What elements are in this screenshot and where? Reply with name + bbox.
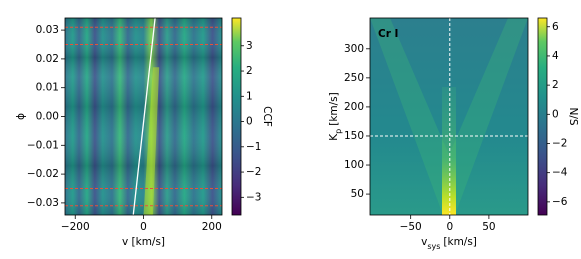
x-tick-label: 50 [482,221,495,233]
colorbar-tick-label: 6 [552,21,559,33]
colorbar-tick-label: 3 [246,40,253,52]
colorbar-tick-label: 0 [246,116,253,128]
label-part: [km/s] [328,92,340,126]
y-tick-label: 250 [344,72,364,84]
y-tick-label: 0.03 [36,24,59,36]
y-tick-label: −0.02 [27,168,59,180]
colorbar-tick-label: −3 [246,191,261,203]
colorbar-tick-label: −4 [552,167,568,179]
colorbar-tick-label: −2 [552,137,567,149]
y-tick-label: 150 [344,130,364,142]
colorbar-label: N/S [567,107,579,125]
colorbar-tick-label: 1 [246,90,253,102]
label-subscript: p [334,129,343,134]
colorbar [537,17,548,216]
colorbar-tick-label: 2 [246,65,253,77]
v-structure [370,18,528,215]
x-tick-label: −200 [61,221,90,233]
trail-line [132,18,156,215]
y-tick-label: −0.01 [27,139,59,151]
y-tick-label: −0.03 [27,197,59,209]
y-tick-label: 100 [344,159,364,171]
signal-ridge [442,86,456,215]
x-tick-label: 200 [202,221,222,233]
colorbar-tick-label: 2 [552,79,559,91]
y-tick-label: 0.02 [36,53,59,65]
colorbar-tick-label: 4 [552,50,559,62]
colorbar-tick-label: −6 [552,196,568,208]
colorbar [231,17,242,216]
axis-label: v [km/s] [122,236,165,248]
axis-label: ϕ [15,113,27,120]
y-tick-label: 50 [351,188,364,200]
plot-frame [369,17,529,216]
heatmap [65,18,222,215]
y-tick-label: 200 [344,101,364,113]
x-tick-label: −50 [400,221,422,233]
axis-label: vsys [km/s] [421,236,477,251]
signal-streak [143,67,160,215]
y-tick-label: 0.01 [36,82,59,94]
colorbar-tick-label: 0 [552,108,559,120]
colorbar-tick-label: −1 [246,141,261,153]
label-subscript: sys [427,242,440,251]
annotation: Cr I [378,28,398,40]
colorbar-label: CCF [261,106,273,127]
label-part: v [421,236,427,248]
heatmap-shade [65,18,222,215]
y-tick-label: 0.00 [36,111,59,123]
colorbar-tick-label: −2 [246,166,261,178]
label-part: [km/s] [443,236,477,248]
label-part: ϕ [15,113,27,120]
x-tick-label: 0 [446,221,453,233]
axis-label: Kp [km/s] [328,92,343,140]
heatmap [370,18,528,215]
y-tick-label: 300 [344,43,364,55]
label-part: v [km/s] [122,236,165,248]
x-tick-label: 0 [140,221,147,233]
label-part: K [328,133,340,141]
